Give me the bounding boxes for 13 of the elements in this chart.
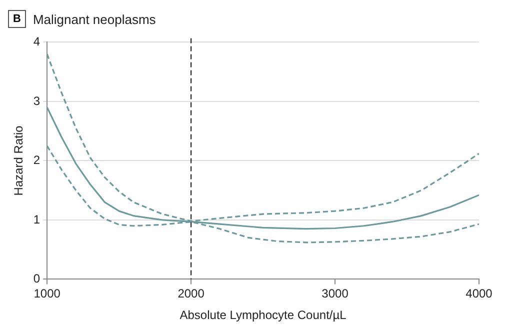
y-tick-label: 4 bbox=[33, 34, 40, 49]
x-tick-label: 3000 bbox=[322, 286, 349, 301]
x-tick-label: 2000 bbox=[178, 286, 205, 301]
y-tick-label: 0 bbox=[33, 272, 40, 286]
text: B bbox=[8, 10, 26, 28]
x-tick-label: 4000 bbox=[466, 286, 493, 301]
x-tick-label: 1000 bbox=[34, 286, 61, 301]
y-axis-title: Hazard Ratio bbox=[12, 125, 26, 196]
x-axis-title: Absolute Lymphocyte Count/µL bbox=[180, 308, 347, 322]
y-tick-label: 2 bbox=[33, 153, 40, 168]
y-tick-label: 3 bbox=[33, 94, 40, 108]
chart-title: Malignant neoplasms bbox=[32, 12, 156, 26]
y-tick-label: 1 bbox=[33, 212, 40, 226]
